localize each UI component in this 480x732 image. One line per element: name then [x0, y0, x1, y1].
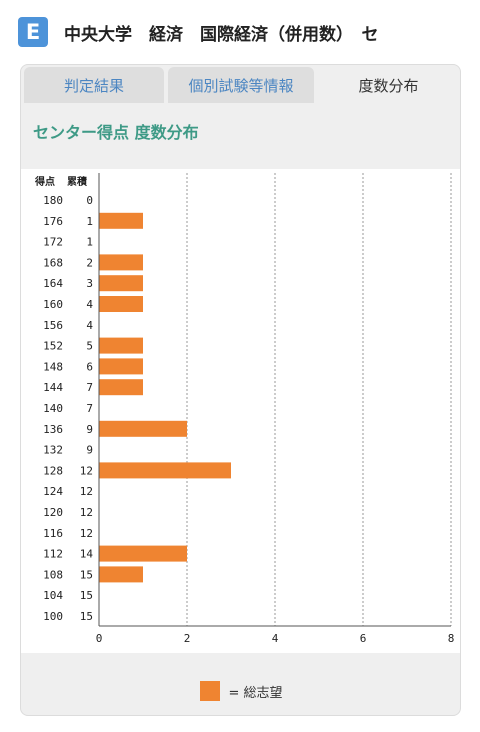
score-label: 104 [43, 589, 63, 602]
bar [99, 545, 187, 562]
x-tick-label: 2 [184, 632, 191, 645]
bar [99, 337, 143, 354]
cumulative-label: 14 [80, 548, 94, 561]
score-label: 116 [43, 527, 63, 540]
rank-badge: E [18, 17, 48, 47]
cumulative-label: 3 [86, 277, 93, 290]
bar [99, 212, 143, 229]
score-label: 152 [43, 340, 63, 353]
score-label: 112 [43, 548, 63, 561]
bar [99, 462, 231, 479]
cumulative-label: 4 [86, 298, 93, 311]
cumulative-label: 9 [86, 444, 93, 457]
cumulative-label: 15 [80, 589, 93, 602]
score-label: 132 [43, 444, 63, 457]
header: E 中央大学 経済 国際経済（併用数） セ [18, 16, 468, 48]
section-title: センター得点 度数分布 [33, 123, 199, 142]
score-label: 156 [43, 319, 63, 332]
cumulative-label: 2 [86, 256, 93, 269]
legend-label: = 総志望 [228, 685, 283, 701]
cumulative-label: 15 [80, 568, 93, 581]
cumulative-label: 12 [80, 485, 93, 498]
x-tick-label: 4 [272, 632, 279, 645]
bar [99, 566, 143, 583]
tab-exam-info[interactable]: 個別試験等情報 [168, 67, 314, 103]
score-label: 176 [43, 215, 63, 228]
cumulative-label: 0 [86, 194, 93, 207]
cumulative-label: 12 [80, 506, 93, 519]
cumulative-label: 1 [86, 215, 93, 228]
score-label: 124 [43, 485, 63, 498]
column-header-cumulative: 累積 [67, 175, 88, 188]
cumulative-label: 1 [86, 236, 93, 249]
score-label: 108 [43, 568, 63, 581]
score-label: 144 [43, 381, 63, 394]
bar [99, 420, 187, 437]
legend: = 総志望 [21, 679, 460, 703]
tab-bar: 判定結果 個別試験等情報 度数分布 [21, 65, 460, 103]
page-title: 中央大学 経済 国際経済（併用数） セ [64, 24, 379, 45]
bar [99, 379, 143, 396]
cumulative-label: 6 [86, 360, 93, 373]
score-label: 164 [43, 277, 63, 290]
score-label: 100 [43, 610, 63, 623]
cumulative-label: 15 [80, 610, 93, 623]
score-label: 148 [43, 360, 63, 373]
column-header-score: 得点 [34, 175, 55, 188]
bar [99, 358, 143, 375]
cumulative-label: 9 [86, 423, 93, 436]
cumulative-label: 12 [80, 464, 93, 477]
score-label: 128 [43, 464, 63, 477]
score-label: 160 [43, 298, 63, 311]
bar [99, 275, 143, 292]
score-label: 172 [43, 236, 63, 249]
score-label: 140 [43, 402, 63, 415]
cumulative-label: 12 [80, 527, 93, 540]
x-tick-label: 6 [360, 632, 367, 645]
legend-swatch [200, 681, 221, 701]
bar [99, 296, 143, 312]
result-card: 判定結果 個別試験等情報 度数分布 センター得点 度数分布 得点 累積 180 0 17… [20, 64, 461, 716]
x-tick-label: 0 [96, 632, 103, 645]
score-label: 120 [43, 506, 63, 519]
cumulative-label: 7 [86, 381, 93, 394]
bar [99, 254, 143, 271]
score-label: 168 [43, 256, 63, 269]
x-tick-label: 8 [448, 632, 455, 645]
tab-distribution[interactable]: 度数分布 [318, 67, 459, 103]
cumulative-label: 7 [86, 402, 93, 415]
cumulative-label: 4 [86, 319, 93, 332]
score-label: 136 [43, 423, 63, 436]
tab-judgement[interactable]: 判定結果 [24, 67, 164, 103]
chart-panel: 得点 累積 180 0 176 1 172 1 168 2 164 3 160 4 156 4 152 5 148 6… [21, 169, 460, 653]
score-label: 180 [43, 194, 63, 207]
cumulative-label: 5 [86, 340, 93, 353]
